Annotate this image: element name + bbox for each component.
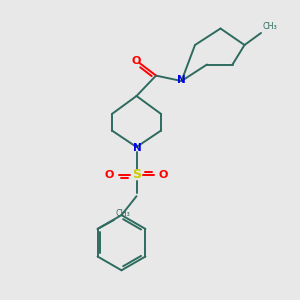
Text: S: S [132,168,141,181]
Text: N: N [176,75,185,85]
Text: CH₃: CH₃ [262,22,277,31]
Text: N: N [133,142,142,153]
Text: CH₃: CH₃ [116,209,130,218]
Text: O: O [105,169,114,180]
Text: O: O [132,56,141,66]
Text: O: O [159,169,168,180]
